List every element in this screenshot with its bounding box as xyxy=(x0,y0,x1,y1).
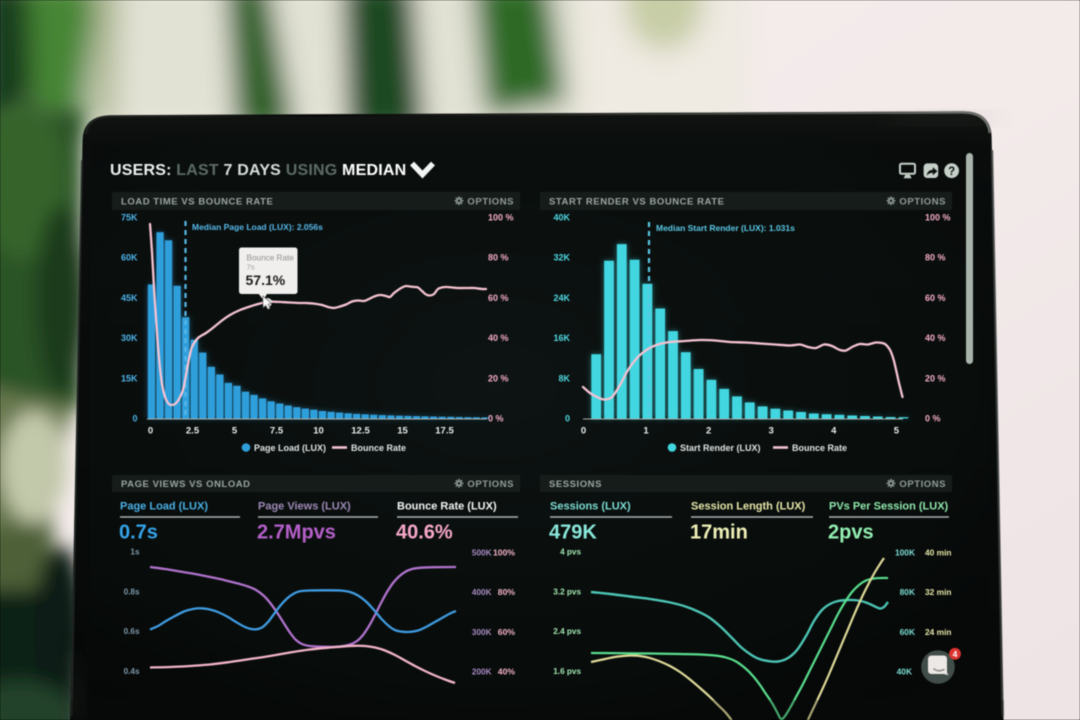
svg-text:0: 0 xyxy=(148,426,153,437)
svg-text:40.6%: 40.6% xyxy=(396,522,453,544)
svg-text:57.1%: 57.1% xyxy=(246,272,286,288)
svg-text:30K: 30K xyxy=(121,333,138,343)
svg-text:4: 4 xyxy=(953,649,958,659)
svg-text:60K: 60K xyxy=(900,627,915,637)
svg-text:24 min: 24 min xyxy=(925,627,952,637)
svg-text:80 %: 80 % xyxy=(488,253,509,263)
svg-text:PVs Per Session (LUX): PVs Per Session (LUX) xyxy=(829,501,949,513)
svg-text:0.6s: 0.6s xyxy=(124,627,140,636)
svg-text:7.5: 7.5 xyxy=(270,426,284,437)
svg-text:5: 5 xyxy=(894,426,900,437)
svg-text:20 %: 20 % xyxy=(488,373,509,383)
svg-text:Page Views (LUX): Page Views (LUX) xyxy=(258,501,351,513)
svg-text:3.2 pvs: 3.2 pvs xyxy=(553,587,581,596)
svg-text:80%: 80% xyxy=(498,587,516,597)
svg-text:1s: 1s xyxy=(130,548,140,557)
svg-text:100 %: 100 % xyxy=(488,213,514,223)
svg-text:Sessions (LUX): Sessions (LUX) xyxy=(550,501,631,513)
svg-text:32 min: 32 min xyxy=(925,587,952,597)
svg-text:15: 15 xyxy=(397,426,408,437)
svg-text:3: 3 xyxy=(769,426,774,437)
svg-text:2pvs: 2pvs xyxy=(828,522,874,544)
svg-text:Start Render (LUX): Start Render (LUX) xyxy=(680,443,761,453)
svg-text:0: 0 xyxy=(132,414,137,424)
svg-text:12.5: 12.5 xyxy=(351,426,370,437)
svg-text:OPTIONS: OPTIONS xyxy=(899,197,946,208)
svg-text:Bounce Rate (LUX): Bounce Rate (LUX) xyxy=(397,501,497,513)
svg-text:OPTIONS: OPTIONS xyxy=(899,479,946,490)
svg-text:32K: 32K xyxy=(553,253,570,263)
svg-text:7s: 7s xyxy=(247,263,255,272)
svg-text:300K: 300K xyxy=(472,628,492,637)
svg-text:60 %: 60 % xyxy=(488,293,509,303)
svg-text:0: 0 xyxy=(581,426,586,437)
svg-text:Median Page Load (LUX): 2.056s: Median Page Load (LUX): 2.056s xyxy=(192,222,323,232)
svg-text:SESSIONS: SESSIONS xyxy=(549,479,602,490)
svg-text:0.7s: 0.7s xyxy=(119,522,158,544)
svg-text:?: ? xyxy=(948,166,955,178)
svg-text:0 %: 0 % xyxy=(488,414,504,424)
svg-text:4: 4 xyxy=(831,426,837,437)
svg-text:100 %: 100 % xyxy=(925,213,951,223)
svg-text:15K: 15K xyxy=(121,373,138,383)
svg-text:45K: 45K xyxy=(121,293,138,303)
svg-text:60K: 60K xyxy=(121,253,138,263)
svg-text:60%: 60% xyxy=(498,627,516,637)
svg-text:17.5: 17.5 xyxy=(435,426,454,437)
svg-text:8K: 8K xyxy=(558,373,570,383)
svg-text:Bounce Rate: Bounce Rate xyxy=(247,254,295,263)
svg-text:LOAD TIME VS BOUNCE RATE: LOAD TIME VS BOUNCE RATE xyxy=(121,197,273,208)
svg-text:40%: 40% xyxy=(498,667,516,677)
svg-text:60 %: 60 % xyxy=(925,293,946,303)
svg-text:100K: 100K xyxy=(895,547,915,557)
svg-text:Page Load (LUX): Page Load (LUX) xyxy=(120,501,208,513)
svg-text:PAGE VIEWS VS ONLOAD: PAGE VIEWS VS ONLOAD xyxy=(121,479,251,490)
svg-text:START RENDER VS BOUNCE RATE: START RENDER VS BOUNCE RATE xyxy=(549,197,724,208)
svg-text:75K: 75K xyxy=(121,213,138,223)
svg-text:0: 0 xyxy=(565,414,570,424)
svg-text:Bounce Rate: Bounce Rate xyxy=(792,443,847,453)
svg-text:40K: 40K xyxy=(897,667,912,677)
svg-text:2.5: 2.5 xyxy=(186,426,200,437)
svg-text:40K: 40K xyxy=(553,213,570,223)
svg-text:17min: 17min xyxy=(690,522,748,544)
svg-text:10: 10 xyxy=(313,426,324,437)
svg-text:5: 5 xyxy=(232,426,238,437)
svg-text:200K: 200K xyxy=(472,668,492,677)
svg-text:479K: 479K xyxy=(549,522,597,544)
svg-text:0.4s: 0.4s xyxy=(124,667,140,676)
svg-text:1.6 pvs: 1.6 pvs xyxy=(553,667,581,676)
svg-text:40 %: 40 % xyxy=(488,333,509,343)
svg-text:2.4 pvs: 2.4 pvs xyxy=(553,627,581,636)
svg-text:500K: 500K xyxy=(472,548,492,557)
svg-text:Median Start Render (LUX): 1.0: Median Start Render (LUX): 1.031s xyxy=(656,223,795,233)
svg-text:Session Length (LUX): Session Length (LUX) xyxy=(691,501,806,513)
svg-text:2: 2 xyxy=(706,426,711,437)
svg-text:0.8s: 0.8s xyxy=(124,587,140,596)
svg-text:OPTIONS: OPTIONS xyxy=(467,197,514,208)
svg-text:80K: 80K xyxy=(900,587,915,597)
svg-text:4 pvs: 4 pvs xyxy=(560,548,581,557)
svg-text:40 %: 40 % xyxy=(925,333,946,343)
svg-text:100%: 100% xyxy=(493,547,515,557)
svg-text:20 %: 20 % xyxy=(925,373,946,383)
svg-text:24K: 24K xyxy=(553,293,570,303)
svg-text:16K: 16K xyxy=(553,333,570,343)
svg-text:400K: 400K xyxy=(472,588,492,597)
svg-text:OPTIONS: OPTIONS xyxy=(467,479,514,490)
svg-text:2.7Mpvs: 2.7Mpvs xyxy=(257,522,336,544)
svg-text:80 %: 80 % xyxy=(925,253,946,263)
svg-text:1: 1 xyxy=(643,426,649,437)
svg-text:40 min: 40 min xyxy=(925,547,952,557)
svg-text:USERS: LAST 7 DAYS USING MEDIA: USERS: LAST 7 DAYS USING MEDIAN xyxy=(110,162,406,179)
svg-text:Bounce Rate: Bounce Rate xyxy=(351,443,406,453)
svg-text:0 %: 0 % xyxy=(925,414,941,424)
svg-text:Page Load (LUX): Page Load (LUX) xyxy=(254,443,326,453)
